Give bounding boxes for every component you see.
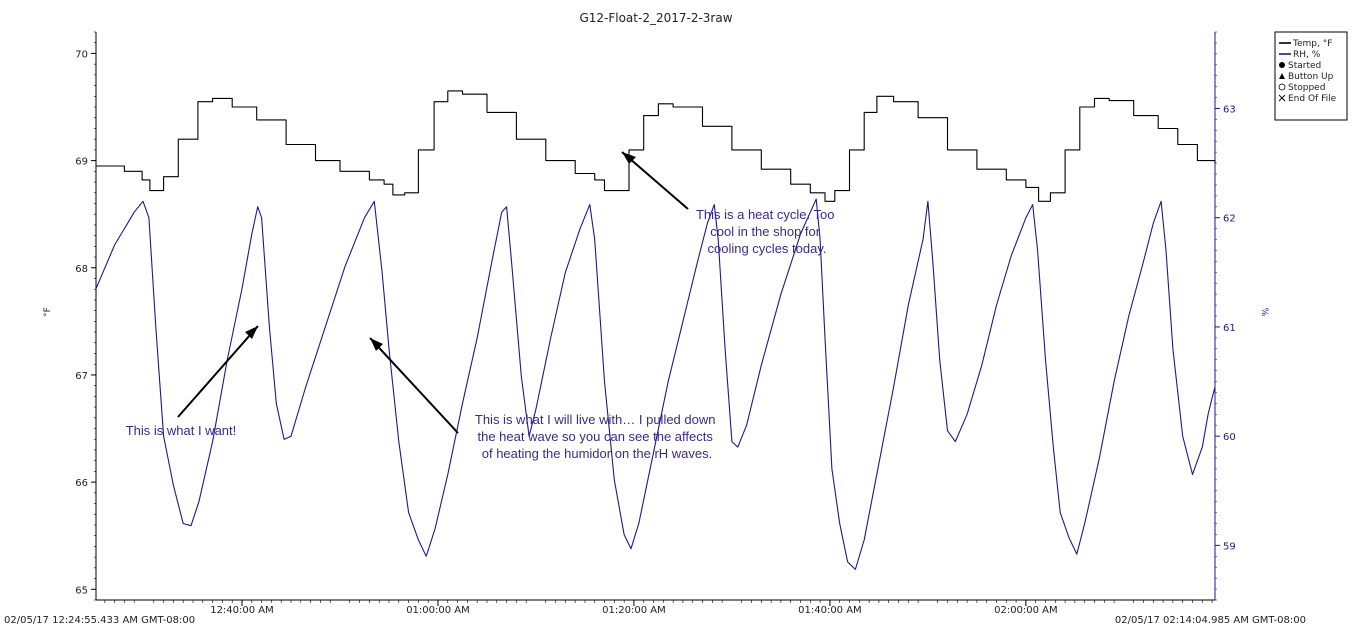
legend-label: Button Up <box>1288 72 1334 82</box>
left-tick-label: 68 <box>75 264 88 275</box>
annotation-heat-cycle: This is a heat cycle. Too cool in the sh… <box>696 207 838 256</box>
legend-entry: End Of File <box>1278 94 1337 104</box>
annotation-live-with: This is what I will live with… I pulled … <box>475 412 719 461</box>
series-layer <box>95 90 1216 570</box>
annotation-want: This is what I want! <box>126 423 237 438</box>
start-timestamp: 02/05/17 12:24:55.433 AM GMT-08:00 <box>4 615 195 626</box>
temp-series-line <box>96 90 1216 202</box>
legend-filled-circle-icon <box>1279 62 1285 68</box>
legend-entry: Temp, °F <box>1279 39 1332 49</box>
x-tick-label: 01:00:00 AM <box>406 605 470 616</box>
legend-entry: RH, % <box>1279 50 1321 60</box>
legend-open-circle-icon <box>1278 83 1286 91</box>
x-tick-label: 12:40:00 AM <box>210 605 274 616</box>
annotation-want-line: This is what I want! <box>126 423 237 438</box>
right-axis-ticks: 59 60 61 62 63 <box>1215 31 1236 601</box>
x-axis-ticks: 12:40:00 AM 01:00:00 AM 01:20:00 AM 01:40:0… <box>104 600 1213 616</box>
x-tick-label: 02:00:00 AM <box>994 605 1058 616</box>
left-axis-ticks: 65 66 67 68 69 70 <box>75 31 96 601</box>
annotation-arrowhead-live <box>370 338 383 351</box>
annotation-heat-line-3: cooling cycles today. <box>708 241 827 256</box>
right-tick-label: 63 <box>1223 104 1236 115</box>
legend-box <box>1274 31 1348 121</box>
annotation-live-line-2: the heat wave so you can see the affects <box>478 429 714 444</box>
right-tick-label: 62 <box>1223 214 1236 225</box>
annotations: This is what I want! This is what I will… <box>126 151 838 461</box>
left-tick-label: 67 <box>75 371 88 382</box>
legend-label: Temp, °F <box>1292 39 1332 49</box>
annotation-heat-line-2: cool in the shop for <box>710 224 821 239</box>
right-axis-label: % <box>1259 308 1269 317</box>
legend-entry: Button Up <box>1279 72 1334 82</box>
annotation-heat-line-1: This is a heat cycle. Too <box>696 207 835 222</box>
plot-frame <box>95 32 1216 601</box>
annotation-live-line-3: of heating the humidor on the rH waves. <box>482 446 713 461</box>
left-tick-label: 65 <box>75 585 88 596</box>
annotation-arrow-heat <box>621 151 689 210</box>
annotation-arrow-live <box>369 337 459 434</box>
rh-series-line <box>95 198 1216 570</box>
x-tick-label: 01:40:00 AM <box>798 605 862 616</box>
annotation-arrowhead-heat <box>622 152 636 164</box>
right-tick-label: 61 <box>1223 323 1236 334</box>
legend-label: Started <box>1288 61 1321 71</box>
annotation-arrowhead-want <box>245 326 258 339</box>
left-tick-label: 66 <box>75 478 88 489</box>
annotation-live-line-1: This is what I will live with… I pulled … <box>475 412 716 427</box>
left-axis-label: °F <box>43 307 53 317</box>
legend-label: Stopped <box>1288 83 1325 93</box>
x-tick-label: 01:20:00 AM <box>602 605 666 616</box>
chart-title: G12-Float-2_2017-2-3raw <box>579 11 732 25</box>
right-tick-label: 60 <box>1223 432 1236 443</box>
left-tick-label: 69 <box>75 157 88 168</box>
legend-label: End Of File <box>1288 94 1337 104</box>
left-tick-label: 70 <box>75 49 88 60</box>
legend-entry: Stopped <box>1278 83 1325 93</box>
legend-x-icon-stroke <box>1278 94 1286 102</box>
legend-entry: Started <box>1279 61 1321 71</box>
legend-label: RH, % <box>1293 50 1321 60</box>
legend-triangle-icon <box>1279 73 1285 79</box>
right-tick-label: 59 <box>1223 541 1236 552</box>
end-timestamp: 02/05/17 02:14:04.985 AM GMT-08:00 <box>1115 615 1306 626</box>
annotation-arrow-want <box>177 325 259 418</box>
